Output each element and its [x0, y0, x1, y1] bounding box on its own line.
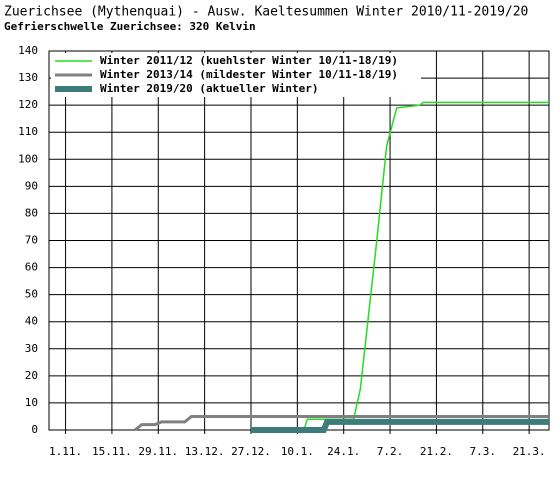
y-tick-label: 20 — [25, 369, 38, 382]
y-tick-label: 110 — [18, 125, 38, 138]
x-tick-label: 7.2. — [377, 445, 404, 458]
legend-box — [51, 53, 421, 97]
x-tick-label: 27.12. — [231, 445, 271, 458]
x-tick-label: 10.1. — [281, 445, 314, 458]
chart-subtitle: Gefrierschwelle Zuerichsee: 320 Kelvin — [4, 20, 256, 33]
x-tick-label: 21.2. — [420, 445, 453, 458]
y-tick-label: 140 — [18, 44, 38, 57]
y-tick-label: 100 — [18, 152, 38, 165]
y-tick-label: 50 — [25, 288, 38, 301]
legend-label: Winter 2011/12 (kuehlster Winter 10/11-1… — [100, 54, 398, 67]
y-tick-label: 40 — [25, 315, 38, 328]
y-tick-label: 120 — [18, 98, 38, 111]
y-tick-label: 90 — [25, 179, 38, 192]
x-tick-label: 21.3. — [513, 445, 546, 458]
chart-title: Zuerichsee (Mythenquai) - Ausw. Kaeltesu… — [4, 5, 528, 20]
y-tick-label: 30 — [25, 342, 38, 355]
y-tick-label: 60 — [25, 261, 38, 274]
y-tick-label: 0 — [31, 423, 38, 436]
y-tick-label: 80 — [25, 206, 38, 219]
x-tick-label: 7.3. — [470, 445, 497, 458]
x-tick-label: 24.1. — [327, 445, 360, 458]
legend-label: Winter 2019/20 (aktueller Winter) — [100, 82, 319, 95]
y-tick-label: 10 — [25, 396, 38, 409]
legend-label: Winter 2013/14 (mildester Winter 10/11-1… — [100, 68, 398, 81]
series-line — [303, 101, 549, 431]
y-tick-label: 130 — [18, 71, 38, 84]
series-line — [134, 415, 549, 432]
series-line — [251, 418, 549, 433]
x-tick-label: 13.12. — [185, 445, 225, 458]
x-tick-label: 15.11. — [92, 445, 132, 458]
y-tick-label: 70 — [25, 234, 38, 247]
x-tick-label: 1.11. — [49, 445, 82, 458]
x-tick-label: 29.11. — [138, 445, 178, 458]
